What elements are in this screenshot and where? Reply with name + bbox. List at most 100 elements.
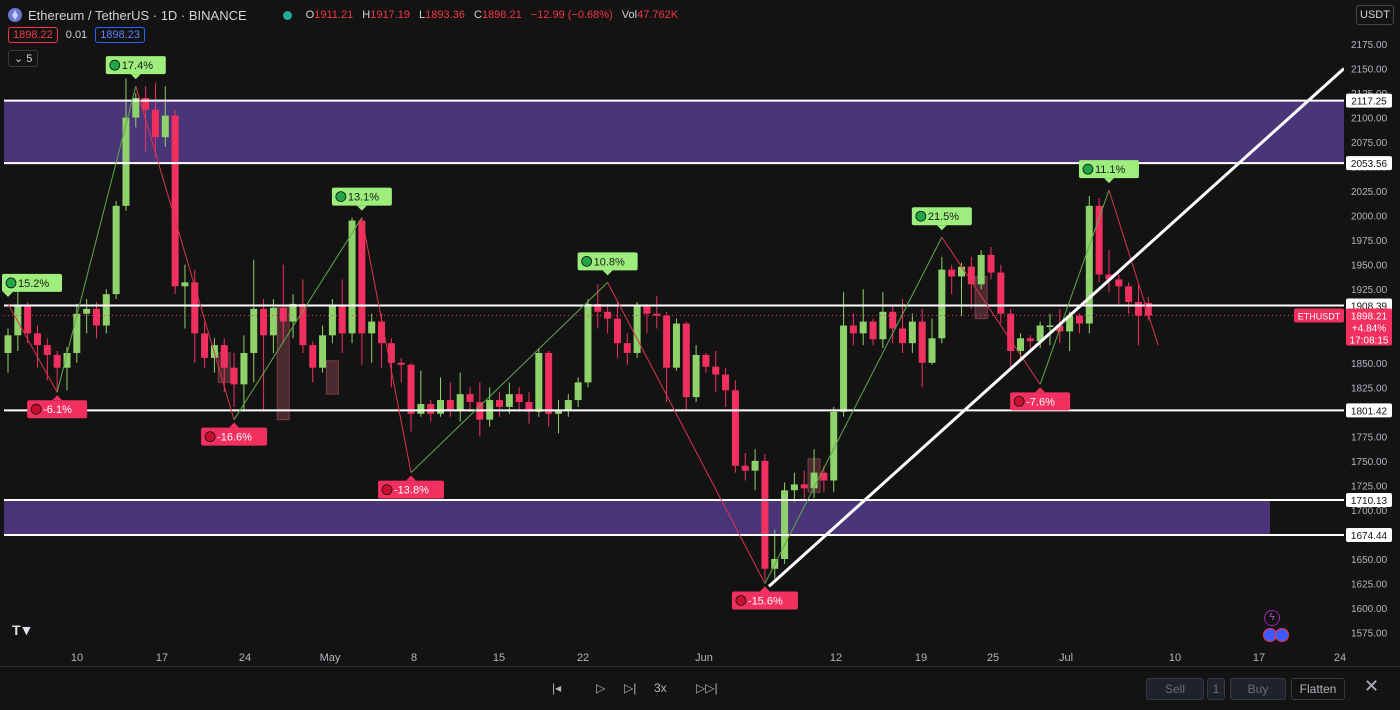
candle [368,313,376,363]
supply-demand-zone [4,100,1344,164]
pivot-high-label: 11.1% [1078,160,1139,184]
speed-button[interactable]: 3x [654,681,667,695]
candle-body [731,390,739,466]
level-tag-box [1346,492,1392,507]
alerts-icon[interactable]: ϟ [1264,610,1280,626]
candle-body [633,305,641,353]
candle [672,318,680,371]
candle [859,289,867,346]
candle-body [1115,279,1123,287]
candle [810,449,818,499]
pivot-label-box [577,252,638,271]
candle-body [387,343,395,363]
y-tick-label: 1775.00 [1351,432,1388,443]
symbol-header[interactable]: Ethereum / TetherUS · 1D · BINANCE O1911… [8,6,684,24]
quantity-field[interactable]: 1 [1207,678,1225,700]
candle-body [73,313,81,353]
jump-to-realtime-icon[interactable]: ▷▷| [696,681,718,695]
y-tick-label: 2100.00 [1351,114,1388,125]
candle-body [112,205,120,295]
tradingview-logo-icon[interactable]: T▼ [12,622,33,638]
y-tick-label: 1850.00 [1351,359,1388,370]
candle-body [299,303,307,346]
candle [33,325,41,368]
currency-button[interactable]: USDT [1356,5,1394,25]
candle-body [1016,338,1024,352]
candle-body [132,97,140,118]
candle-body [260,308,268,336]
level-tag-text: 1710.13 [1351,496,1388,507]
candle [1075,313,1083,334]
candle-body [899,328,907,344]
candle [240,335,248,412]
candle-body [1144,302,1152,316]
candle [712,351,720,393]
candle [653,296,661,329]
candle-body [191,282,199,334]
bar-countdown: 17:08:15 [1350,335,1389,346]
candle [564,394,572,417]
symbol-title[interactable]: Ethereum / TetherUS · 1D · BINANCE [28,7,247,23]
buy-price-button[interactable]: 1898.23 [95,27,145,43]
candle-body [948,269,956,277]
candle-body [849,325,857,334]
zones-layer [4,100,1344,535]
sell-button[interactable]: Sell [1146,678,1204,700]
red-circle-icon [1013,395,1025,407]
zigzag-segment [410,281,608,473]
pivot-label-pointer [130,74,141,80]
candle [358,217,366,365]
candle [348,217,356,344]
candle [496,392,503,417]
flatten-button[interactable]: Flatten [1291,678,1345,700]
candle-body [958,266,966,277]
y-tick-label: 1925.00 [1351,285,1388,296]
candle [1085,196,1093,334]
y-tick-label: 1750.00 [1351,457,1388,468]
ghost-candle [325,360,339,395]
play-icon[interactable]: ▷ [596,681,606,695]
candle-body [220,345,228,368]
candle [1125,282,1133,314]
candle [682,321,690,410]
events-icon[interactable] [1263,628,1289,642]
candle [1007,308,1015,368]
pivot-low-label: -15.6% [731,586,798,610]
candle-body [722,374,730,391]
candle [840,292,848,417]
candle [171,109,179,295]
candle-body [594,303,602,312]
candle-body [338,305,346,334]
pivot-labels-layer: 15.2% 17.4% 13.1% 10.8% 21.5% 11.1% -6.1% -16.6… [2,56,1139,610]
candle-body [466,394,474,403]
buy-button[interactable]: Buy [1230,678,1286,700]
candle [958,262,966,316]
bottom-toolbar: |◂ ▷ ▷| 3x ▷▷| Sell 1 Buy Flatten ✕ [0,666,1400,710]
step-forward-icon[interactable]: ▷| [624,681,637,695]
candle-body [869,321,877,340]
x-tick-label: Jul [1059,652,1073,664]
candle-body [554,409,562,414]
replay-select-icon[interactable]: |◂ [552,681,562,695]
candle-body [456,394,464,410]
pivot-label-pointer [229,422,240,428]
candle [43,338,51,381]
pivot-low-label: -7.6% [1010,387,1071,411]
sell-price-button[interactable]: 1898.22 [8,27,58,43]
green-circle-icon [109,59,121,71]
candle-body [800,484,808,489]
last-price-tag-box [1346,308,1392,346]
level-tag-text: 1908.39 [1351,302,1388,313]
pivot-label-pointer [759,586,770,592]
candle-body [24,305,32,334]
candle-body [1007,313,1015,352]
last-price-change: +4.84% [1352,323,1386,334]
x-axis: 10 17 24 May 8 15 22 Jun 12 19 25 Jul 10 17 24 [71,652,1346,664]
pivot-label-box [105,56,166,75]
close-icon[interactable]: ✕ [1364,676,1380,696]
indicator-toggle[interactable]: ⌄ 5 [8,50,39,67]
x-tick-label: 10 [1169,652,1181,664]
pivot-label-pointer [1103,178,1114,184]
price-tags-layer: 2117.25 2053.56 1908.39 1801.42 1710.13 1674.… [1294,93,1392,542]
